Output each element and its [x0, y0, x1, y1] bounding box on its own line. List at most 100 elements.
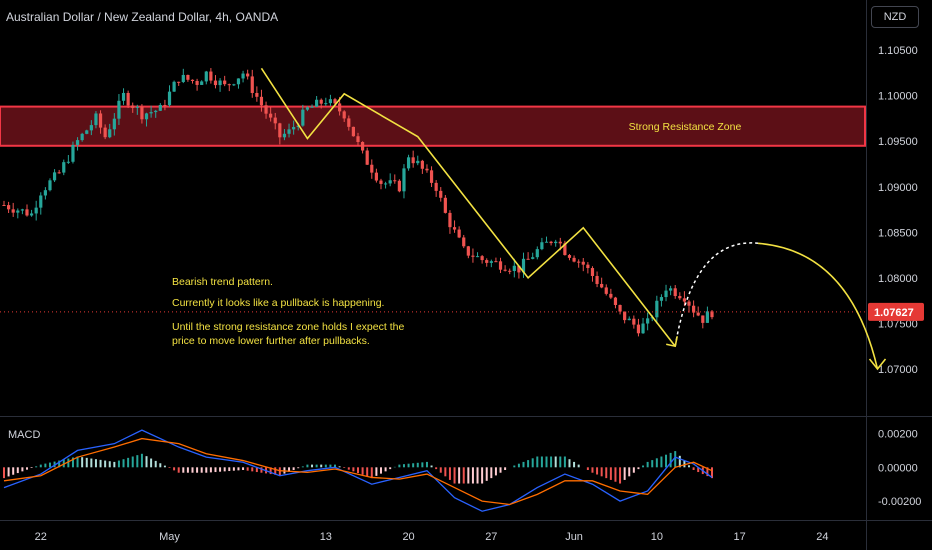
candle-body — [338, 103, 342, 112]
macd-label: MACD — [8, 429, 40, 441]
candle-body — [66, 161, 70, 163]
candle-body — [664, 290, 668, 298]
candle-body — [388, 180, 392, 184]
candle-body — [227, 84, 231, 86]
candle-body — [282, 133, 287, 138]
analysis-note: Currently it looks like a pullback is ha… — [172, 297, 384, 309]
candle-body — [186, 74, 190, 80]
candle-body — [600, 283, 604, 288]
time-tick-label: 22 — [35, 531, 47, 543]
candle-body — [264, 105, 268, 114]
price-tick-label: 1.08000 — [878, 273, 918, 285]
candle-body — [80, 133, 84, 141]
candle-body — [356, 136, 360, 142]
candle-body — [34, 207, 38, 214]
macd-line — [3, 429, 713, 512]
candle-body — [360, 141, 365, 151]
candle-body — [669, 288, 673, 291]
pane-divider — [0, 416, 932, 417]
candle-body — [581, 261, 585, 265]
candle-body — [121, 92, 126, 101]
candle-body — [439, 190, 443, 198]
candle-body — [223, 80, 227, 85]
candle-body — [296, 125, 300, 128]
candle-body — [540, 242, 544, 250]
time-tick-label: 17 — [733, 531, 745, 543]
candle-body — [163, 105, 167, 107]
trend-zigzag — [260, 67, 676, 347]
candle-body — [154, 110, 158, 113]
candle-body — [89, 125, 93, 131]
candle-body — [108, 129, 112, 138]
candle-body — [508, 270, 512, 272]
candle-body — [503, 269, 507, 271]
candle-body — [549, 241, 553, 244]
candle-body — [149, 112, 153, 114]
candle-body — [613, 297, 618, 306]
candle-body — [250, 76, 254, 93]
candle-body — [535, 249, 539, 258]
candle-body — [190, 79, 195, 81]
candle-body — [402, 168, 406, 192]
candle-body — [177, 81, 181, 83]
candle-body — [544, 241, 549, 243]
candle-body — [144, 113, 149, 120]
signal-line — [3, 437, 713, 506]
candle-body — [324, 103, 328, 105]
candle-body — [16, 210, 20, 213]
candle-body — [269, 113, 273, 118]
last-price-label: 1.07627 — [874, 307, 914, 319]
candle-body — [646, 318, 650, 324]
candle-body — [586, 264, 590, 269]
candle-body — [135, 106, 139, 108]
macd-tick-label: 0.00000 — [878, 462, 918, 474]
candle-body — [75, 140, 80, 145]
candle-body — [687, 301, 691, 306]
candle-body — [209, 71, 213, 81]
candle-body — [567, 255, 572, 258]
time-tick-label: May — [159, 531, 180, 543]
time-tick-label: 20 — [402, 531, 414, 543]
price-tick-label: 1.07500 — [878, 318, 918, 330]
candle-body — [425, 168, 429, 171]
candle-body — [471, 255, 475, 257]
candle-body — [158, 105, 162, 111]
currency-button[interactable]: NZD — [871, 6, 919, 28]
candle-body — [673, 288, 677, 297]
candle-body — [347, 118, 351, 127]
candle-body — [204, 71, 208, 82]
time-tick-label: 10 — [651, 531, 663, 543]
candle-body — [563, 243, 567, 256]
candle-body — [232, 84, 236, 86]
candle-body — [85, 130, 89, 134]
forecast-arrow — [757, 242, 879, 370]
candle-body — [406, 157, 411, 169]
candle-body — [554, 241, 558, 244]
candle-body — [609, 293, 613, 298]
candle-body — [411, 157, 415, 164]
candle-body — [39, 195, 43, 208]
candle-body — [2, 205, 6, 206]
forecast-arrowhead — [868, 358, 887, 371]
candle-body — [448, 212, 452, 228]
candle-body — [517, 265, 521, 273]
candle-body — [632, 318, 636, 325]
candle-body — [489, 261, 493, 263]
candle-body — [627, 318, 631, 321]
candle-body — [370, 164, 374, 173]
candle-body — [480, 256, 484, 261]
candle-body — [48, 180, 52, 191]
candle-body — [641, 323, 645, 334]
candle-body — [195, 80, 199, 85]
analysis-note: Bearish trend pattern. — [172, 276, 273, 288]
candle-body — [278, 123, 282, 138]
macd-tick-label: -0.00200 — [878, 496, 921, 508]
candle-body — [246, 73, 250, 77]
candle-body — [692, 305, 696, 313]
candle-body — [43, 190, 47, 196]
candle-body — [305, 107, 310, 110]
candle-body — [521, 258, 526, 273]
resistance-zone — [0, 105, 866, 147]
